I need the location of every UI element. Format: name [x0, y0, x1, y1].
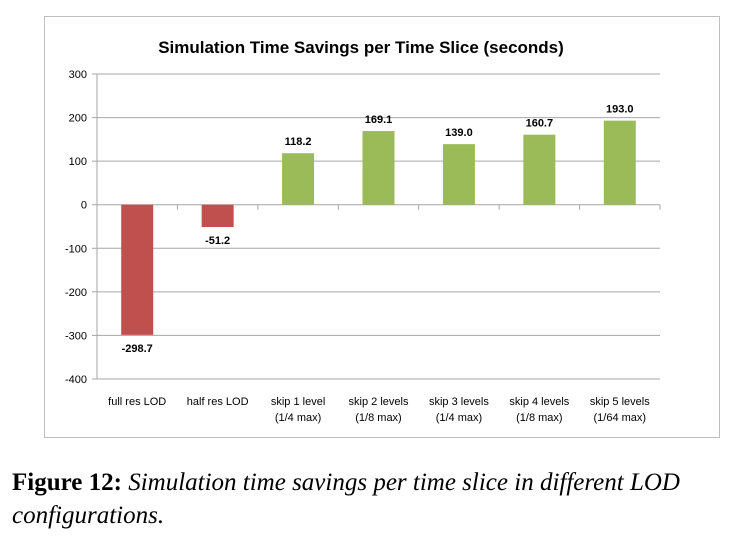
- bar: [442, 144, 475, 205]
- data-label: 118.2: [285, 136, 312, 148]
- y-tick-label: 0: [81, 200, 87, 212]
- y-tick-label: -100: [65, 243, 87, 255]
- data-label: 169.1: [365, 114, 393, 126]
- caption-label: Figure 12:: [12, 469, 122, 496]
- y-tick-label: -300: [65, 330, 87, 342]
- y-axis-ticks: 300 200 100 0 -100 -200 -300 -400: [65, 69, 87, 386]
- bar: [603, 120, 636, 205]
- x-tick-label: half res LOD: [187, 396, 249, 408]
- x-tick-label: (1/8 max): [355, 412, 401, 424]
- data-label: -51.2: [205, 235, 230, 247]
- y-tick-label: -400: [65, 374, 87, 386]
- chart-title: Simulation Time Savings per Time Slice (…: [158, 38, 564, 57]
- data-label: 139.0: [445, 127, 473, 139]
- data-label: 193.0: [606, 104, 634, 116]
- x-tick-label: skip 3 levels: [429, 396, 489, 408]
- data-label: 160.7: [526, 118, 554, 130]
- x-tick-label: skip 5 levels: [590, 396, 650, 408]
- x-tick-label: full res LOD: [108, 396, 166, 408]
- bar: [362, 131, 395, 205]
- bar: [121, 204, 154, 335]
- y-tick-label: -200: [65, 287, 87, 299]
- bar-layer: [121, 120, 636, 335]
- x-tick-label: (1/64 max): [593, 412, 646, 424]
- y-tick-label: 100: [69, 156, 87, 168]
- bar-chart: Simulation Time Savings per Time Slice (…: [65, 38, 661, 424]
- data-label-layer: -298.7 -51.2 118.2 169.1 139.0 160.7 193.0: [122, 104, 634, 355]
- x-tick-label: skip 1 level: [271, 396, 325, 408]
- y-tick-label: 200: [69, 113, 87, 125]
- bar: [201, 204, 234, 228]
- x-tick-label: (1/4 max): [275, 412, 321, 424]
- x-tick-label: (1/4 max): [436, 412, 482, 424]
- x-tick-label: skip 2 levels: [349, 396, 409, 408]
- bar: [282, 153, 315, 205]
- x-axis-ticks: full res LOD half res LOD skip 1 level (1/4…: [108, 396, 650, 424]
- bar: [523, 134, 556, 205]
- data-label: -298.7: [122, 343, 153, 355]
- caption-text: Simulation time savings per time slice i…: [12, 469, 680, 529]
- chart-frame: Simulation Time Savings per Time Slice (…: [44, 16, 720, 438]
- x-tick-label: skip 4 levels: [509, 396, 569, 408]
- figure-caption: Figure 12: Simulation time savings per t…: [12, 466, 730, 532]
- y-tick-label: 300: [69, 69, 87, 81]
- x-tick-label: (1/8 max): [516, 412, 562, 424]
